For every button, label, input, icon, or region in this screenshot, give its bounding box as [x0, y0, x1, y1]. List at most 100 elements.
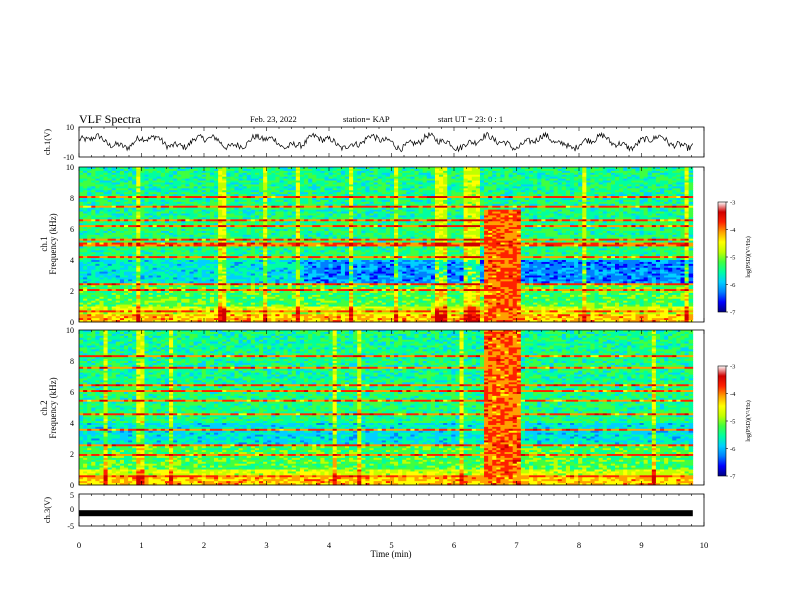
spectrogram-cell [152, 310, 158, 313]
spectrogram-cell [164, 168, 170, 172]
spectrogram-cell [83, 213, 88, 216]
spectrogram-cell [148, 254, 154, 257]
spectrogram-cell [148, 248, 154, 251]
spectrogram-cell [103, 201, 109, 205]
spectrogram-cell [128, 320, 133, 323]
spectrogram-cell [177, 225, 182, 228]
spectrogram-cell [115, 194, 121, 197]
spectrogram-cell [218, 236, 223, 240]
spectrogram-cell [83, 219, 88, 222]
spectrogram-cell [185, 320, 190, 323]
spectrogram-cell [181, 168, 186, 172]
ch1-ytick-top: 10 [66, 123, 74, 132]
spectrogram-cell [144, 269, 149, 273]
spectrogram-cell [136, 167, 141, 170]
spectrogram-cell [79, 287, 84, 290]
spectrogram-cell [99, 223, 104, 226]
spectrogram-cell [181, 265, 186, 269]
ch1-spectrogram-heatmap [79, 167, 694, 323]
spectrogram-cell [99, 172, 104, 176]
spectrogram-cell [87, 223, 92, 226]
spectrogram-cell [79, 269, 84, 273]
spectrogram-cell [103, 277, 109, 280]
spectrogram-cell [115, 320, 121, 323]
spectrogram-cell [209, 190, 215, 193]
spectrogram-cell [79, 211, 84, 214]
spectrogram-cell [111, 190, 117, 193]
spectrogram-cell [160, 294, 166, 298]
spectrogram-cell [193, 277, 199, 280]
spectrogram-cell [119, 192, 125, 195]
spectrogram-cell [193, 265, 199, 269]
spectrogram-cell [119, 298, 125, 302]
spectrogram-cell [87, 215, 92, 218]
spectrogram-cell [214, 223, 219, 226]
spectrogram-cell [177, 186, 182, 189]
spectrogram-cell [181, 291, 186, 294]
spectrogram-cell [197, 289, 203, 292]
spectrogram-cell [181, 287, 186, 290]
spectrogram-cell [79, 234, 84, 238]
spectrogram-cell [148, 240, 154, 243]
spectrogram-cell [91, 186, 96, 189]
spectrogram-cell [185, 188, 190, 191]
spectrogram-cell [95, 312, 100, 315]
spectrogram-cell [132, 304, 137, 307]
spectrogram-cell [79, 203, 84, 207]
spectrogram-cell [173, 192, 178, 195]
spectrogram-cell [103, 252, 109, 255]
spectrogram-cell [144, 174, 149, 178]
spectrogram-cell [99, 250, 104, 253]
spectrogram-cell [169, 236, 174, 240]
spectrogram-cell [209, 285, 215, 288]
spectrogram-cell [181, 275, 186, 278]
spectrogram-cell [197, 300, 203, 304]
spectrogram-cell [205, 201, 211, 205]
spectrogram-cell [169, 287, 174, 290]
spectrogram-cell [218, 209, 223, 212]
spectrogram-cell [193, 167, 199, 170]
spectrogram-cell [111, 238, 117, 242]
spectrogram-cell [95, 287, 100, 290]
spectrogram-cell [140, 254, 145, 257]
spectrogram-cell [140, 289, 145, 292]
spectrogram-cell [79, 258, 84, 261]
spectrogram-cell [79, 176, 84, 180]
spectrogram-cell [173, 281, 178, 284]
spectrogram-cell [144, 186, 149, 189]
spectrogram-cell [132, 260, 137, 263]
spectrogram-cell [148, 227, 154, 230]
spectrogram-cell [91, 240, 96, 243]
spectrogram-cell [201, 198, 207, 201]
spectrogram-cell [185, 196, 190, 199]
spectrogram-cell [103, 314, 109, 317]
spectrogram-cell [111, 283, 117, 286]
spectrogram-cell [185, 176, 190, 180]
spectrogram-cell [136, 198, 141, 201]
spectrogram-cell [95, 244, 100, 247]
spectrogram-cell [152, 227, 158, 230]
spectrogram-cell [169, 242, 174, 245]
spectrogram-cell [140, 174, 145, 178]
spectrogram-cell [95, 294, 100, 298]
spectrogram-cell [83, 192, 88, 195]
ch1-ylabel: ch.1(V) [42, 129, 52, 155]
spectrogram-cell [115, 180, 121, 183]
spectrogram-cell [91, 261, 96, 265]
spectrogram-cell [164, 261, 170, 265]
spectrogram-cell [128, 279, 133, 282]
spectrogram-cell [193, 190, 199, 193]
spectrogram-cell [103, 285, 109, 288]
spectrogram-cell [124, 215, 129, 218]
spectrogram-cell [152, 178, 158, 181]
spectrogram-cell [152, 174, 158, 178]
spectrogram-cell [144, 265, 149, 269]
spectrogram-cell [144, 300, 149, 304]
spectrogram-cell [160, 283, 166, 286]
spectrogram-cell [119, 236, 125, 240]
spectrogram-cell [99, 269, 104, 273]
spectrogram-cell [111, 285, 117, 288]
spectrogram-cell [87, 273, 92, 276]
spectrogram-cell [95, 199, 100, 203]
spectrogram-cell [103, 225, 109, 228]
